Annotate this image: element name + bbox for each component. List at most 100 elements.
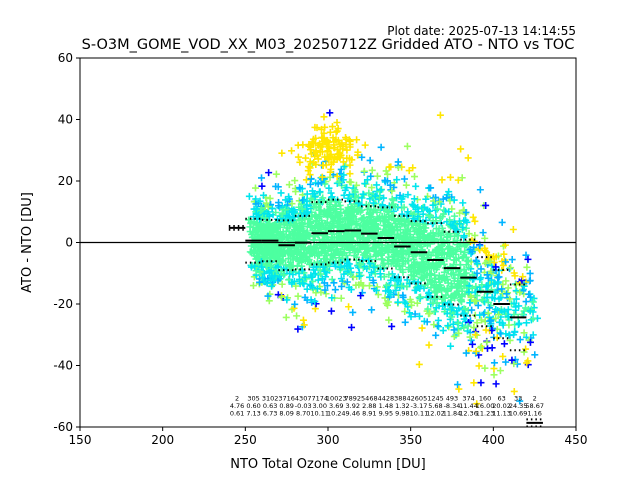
bin-mean-label: 0.89	[279, 402, 293, 410]
scatter-point	[297, 246, 305, 254]
scatter-point	[385, 163, 393, 171]
scatter-point	[516, 397, 524, 405]
scatter-point	[251, 184, 259, 192]
scatter-point	[264, 203, 272, 211]
scatter-point	[522, 298, 530, 306]
scatter-point	[347, 286, 355, 294]
scatter-point	[314, 180, 322, 188]
scatter-point	[469, 213, 477, 221]
scatter-point	[313, 124, 321, 132]
scatter-point	[321, 267, 329, 275]
scatter-point	[460, 309, 468, 317]
scatter-point	[295, 275, 303, 283]
scatter-point	[429, 260, 437, 268]
scatter-point	[374, 291, 382, 299]
bin-count-label: 4428	[378, 395, 395, 403]
scatter-point	[424, 251, 432, 259]
scatter-point	[257, 258, 265, 266]
bin-count-label: 2	[533, 395, 537, 403]
scatter-point	[282, 261, 290, 269]
scatter-point	[461, 305, 469, 313]
bin-count-label: 374	[462, 395, 474, 403]
scatter-point	[470, 243, 478, 251]
scatter-point	[438, 176, 446, 184]
scatter-point	[299, 256, 307, 264]
scatter-point	[327, 255, 335, 263]
scatter-point	[360, 213, 368, 221]
scatter-point	[292, 188, 300, 196]
scatter-point	[346, 170, 354, 178]
scatter-point	[504, 289, 512, 297]
scatter-point	[277, 189, 285, 197]
scatter-point	[511, 328, 519, 336]
scatter-point	[402, 300, 410, 308]
scatter-point	[291, 177, 299, 185]
scatter-point	[255, 235, 263, 243]
scatter-point	[398, 210, 406, 218]
scatter-point	[416, 224, 424, 232]
scatter-point	[339, 252, 347, 260]
scatter-point	[318, 173, 326, 181]
scatter-point	[283, 207, 291, 215]
scatter-point	[467, 292, 475, 300]
scatter-point	[253, 213, 261, 221]
scatter-point	[342, 134, 350, 142]
scatter-point	[373, 283, 381, 291]
scatter-point	[404, 191, 412, 199]
scatter-point	[312, 218, 320, 226]
scatter-point	[516, 336, 524, 344]
scatter-point	[458, 174, 466, 182]
scatter-point	[446, 173, 454, 181]
scatter-point	[502, 358, 510, 366]
scatter-point	[429, 201, 437, 209]
scatter-point	[412, 205, 420, 213]
scatter-point	[263, 262, 271, 270]
plot-date: Plot date: 2025-07-13 14:14:55	[387, 24, 576, 38]
scatter-point	[291, 229, 299, 237]
scatter-point	[462, 269, 470, 277]
scatter-point	[299, 230, 307, 238]
scatter-point	[506, 265, 514, 273]
scatter-point	[476, 311, 484, 319]
scatter-point	[303, 285, 311, 293]
scatter-point	[296, 158, 304, 166]
scatter-point	[249, 223, 257, 231]
scatter-point	[333, 119, 341, 127]
scatter-point	[334, 146, 342, 154]
scatter-point	[461, 210, 469, 218]
scatter-point	[305, 233, 313, 241]
scatter-point	[367, 269, 375, 277]
scatter-point	[451, 224, 459, 232]
scatter-point	[433, 205, 441, 213]
x-tick-label: 200	[151, 433, 174, 447]
scatter-point	[268, 282, 276, 290]
scatter-point	[370, 263, 378, 271]
scatter-point	[426, 276, 434, 284]
scatter-point	[426, 309, 434, 317]
scatter-point	[349, 308, 357, 316]
scatter-point	[411, 238, 419, 246]
scatter-point	[388, 195, 396, 203]
scatter-point	[303, 229, 311, 237]
scatter-point	[493, 334, 501, 342]
bin-std-label: 8.09	[279, 409, 293, 417]
scatter-point	[260, 269, 268, 277]
scatter-point	[460, 253, 468, 261]
scatter-point	[462, 349, 470, 357]
scatter-point	[432, 274, 440, 282]
scatter-point	[348, 204, 356, 212]
bin-mean-label: 1.48	[379, 402, 393, 410]
scatter-point	[333, 208, 341, 216]
scatter-point	[280, 233, 288, 241]
scatter-point	[311, 211, 319, 219]
scatter-point	[468, 248, 476, 256]
scatter-point	[447, 342, 455, 350]
bin-mean-label: 20.02	[492, 402, 511, 410]
scatter-point	[381, 294, 389, 302]
scatter-point	[475, 362, 483, 370]
x-tick-label: 300	[317, 433, 340, 447]
scatter-point	[349, 233, 357, 241]
scatter-point	[359, 190, 367, 198]
bin-std-label: 8.91	[362, 409, 376, 417]
scatter-point	[422, 224, 430, 232]
